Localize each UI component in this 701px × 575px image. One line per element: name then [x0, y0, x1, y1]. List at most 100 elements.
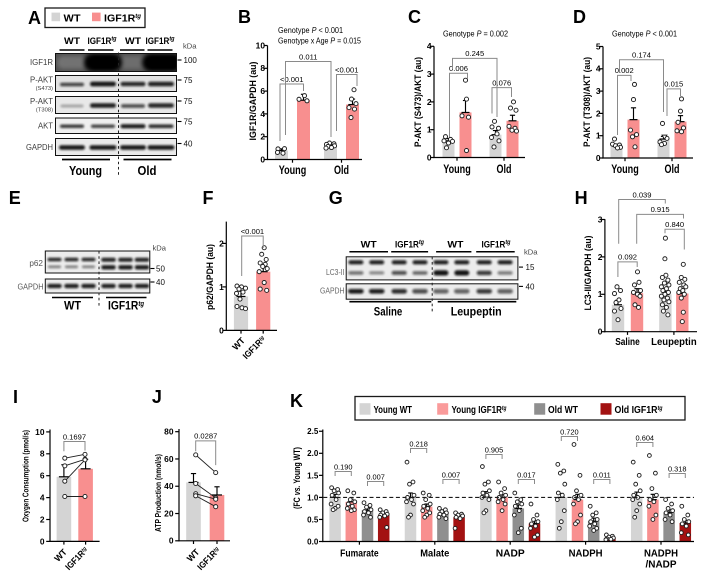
svg-text:D: D: [573, 7, 586, 27]
svg-text:0.174: 0.174: [632, 51, 651, 60]
svg-text:Saline: Saline: [374, 304, 403, 318]
svg-text:40: 40: [526, 282, 535, 291]
svg-text:1.5: 1.5: [307, 471, 319, 480]
svg-text:3: 3: [598, 214, 603, 224]
svg-text:10: 10: [256, 40, 266, 50]
svg-text:0.002: 0.002: [615, 66, 634, 75]
svg-text:ATP Production (nmol/s): ATP Production (nmol/s): [154, 454, 163, 532]
svg-text:2: 2: [260, 132, 265, 142]
svg-text:0.604: 0.604: [636, 433, 655, 442]
svg-text:0.720: 0.720: [560, 427, 579, 436]
svg-text:0.218: 0.218: [409, 439, 428, 448]
svg-text:P-AKT: P-AKT: [30, 75, 53, 85]
svg-text:0.905: 0.905: [485, 445, 504, 454]
svg-text:GAPDH: GAPDH: [18, 282, 44, 291]
svg-text:LC3-II: LC3-II: [326, 268, 345, 277]
svg-text:Young WT: Young WT: [374, 405, 413, 416]
svg-text:75: 75: [184, 97, 193, 106]
svg-text:0: 0: [169, 536, 174, 546]
svg-text:IGF1R: IGF1R: [30, 57, 53, 67]
svg-text:4: 4: [427, 41, 432, 51]
svg-text:Old WT: Old WT: [548, 405, 578, 416]
svg-text:1: 1: [427, 125, 432, 135]
svg-text:P-AKT: P-AKT: [30, 96, 53, 106]
svg-text:0.245: 0.245: [465, 49, 484, 58]
svg-text:0.039: 0.039: [632, 190, 651, 199]
svg-text:0.007: 0.007: [366, 472, 385, 481]
svg-text:80: 80: [164, 427, 174, 437]
svg-text:Old: Old: [665, 164, 680, 176]
svg-text:0.1697: 0.1697: [63, 432, 86, 441]
svg-text:WT: WT: [125, 36, 141, 47]
svg-text:<0.001: <0.001: [280, 75, 303, 84]
svg-text:B: B: [238, 7, 251, 27]
svg-text:(S473): (S473): [36, 86, 53, 92]
svg-text:60: 60: [164, 454, 174, 464]
svg-text:2: 2: [219, 238, 224, 248]
svg-text:WT: WT: [64, 12, 82, 24]
svg-text:6: 6: [40, 471, 45, 481]
svg-text:1.0: 1.0: [307, 493, 319, 502]
svg-text:4: 4: [40, 493, 45, 503]
svg-text:I: I: [13, 387, 18, 407]
svg-text:K: K: [290, 391, 303, 411]
svg-text:Young: Young: [611, 164, 639, 176]
svg-text:Malate: Malate: [420, 549, 449, 560]
svg-text:kDa: kDa: [153, 244, 167, 253]
svg-text:2.0: 2.0: [307, 449, 319, 458]
svg-text:WT: WT: [64, 36, 80, 47]
svg-text:G: G: [329, 188, 343, 208]
svg-text:kDa: kDa: [183, 42, 197, 51]
svg-text:WT: WT: [361, 240, 377, 251]
svg-text:(FC vs. Young WT): (FC vs. Young WT): [292, 447, 303, 509]
svg-text:0: 0: [596, 153, 601, 163]
svg-text:Young: Young: [279, 165, 307, 177]
svg-text:Leupeptin: Leupeptin: [451, 304, 502, 318]
svg-text:Young IGF1Rtg: Young IGF1Rtg: [452, 405, 507, 416]
svg-text:Young: Young: [443, 164, 471, 176]
svg-text:0.092: 0.092: [618, 253, 637, 262]
svg-text:0.0: 0.0: [307, 537, 319, 546]
svg-text:20: 20: [164, 508, 174, 518]
svg-text:0.076: 0.076: [492, 78, 511, 87]
svg-text:Genotype P < 0.001: Genotype P < 0.001: [278, 26, 343, 35]
svg-text:WT: WT: [447, 240, 463, 251]
svg-text:AKT: AKT: [38, 121, 53, 131]
svg-text:0.015: 0.015: [664, 80, 683, 89]
svg-text:H: H: [575, 188, 588, 208]
svg-text:0.840: 0.840: [665, 220, 684, 229]
svg-text:Leupeptin: Leupeptin: [651, 336, 697, 348]
svg-text:WT: WT: [64, 298, 82, 312]
svg-text:Saline: Saline: [615, 336, 640, 348]
svg-text:<0.001: <0.001: [241, 227, 264, 236]
svg-text:5: 5: [596, 41, 601, 51]
svg-text:8: 8: [40, 449, 45, 459]
svg-text:0: 0: [219, 325, 224, 335]
svg-text:75: 75: [184, 76, 193, 85]
svg-text:Genotype P < 0.001: Genotype P < 0.001: [612, 30, 677, 39]
svg-text:40: 40: [164, 481, 174, 491]
svg-text:0.011: 0.011: [593, 470, 611, 479]
svg-text:p62/GAPDH (au): p62/GAPDH (au): [205, 244, 215, 310]
svg-text:kDa: kDa: [524, 248, 538, 257]
svg-text:2: 2: [598, 252, 603, 262]
svg-text:3: 3: [427, 69, 432, 79]
svg-text:F: F: [203, 188, 214, 208]
svg-text:E: E: [9, 188, 21, 208]
svg-text:10: 10: [35, 427, 45, 437]
svg-text:IGF1Rtg: IGF1Rtg: [104, 12, 141, 24]
svg-text:2.5: 2.5: [307, 427, 319, 436]
svg-text:100: 100: [184, 56, 198, 65]
svg-text:75: 75: [184, 118, 193, 127]
svg-text:40: 40: [156, 278, 165, 287]
svg-text:NADP: NADP: [496, 549, 525, 560]
svg-text:1: 1: [596, 131, 601, 141]
svg-text:0: 0: [427, 152, 432, 162]
svg-text:Young: Young: [69, 164, 102, 178]
svg-text:0.5: 0.5: [307, 515, 319, 524]
svg-text:0.011: 0.011: [299, 52, 317, 61]
svg-text:J: J: [152, 387, 162, 407]
svg-text:0: 0: [260, 154, 265, 164]
svg-text:40: 40: [184, 140, 193, 149]
svg-text:0.007: 0.007: [442, 470, 461, 479]
